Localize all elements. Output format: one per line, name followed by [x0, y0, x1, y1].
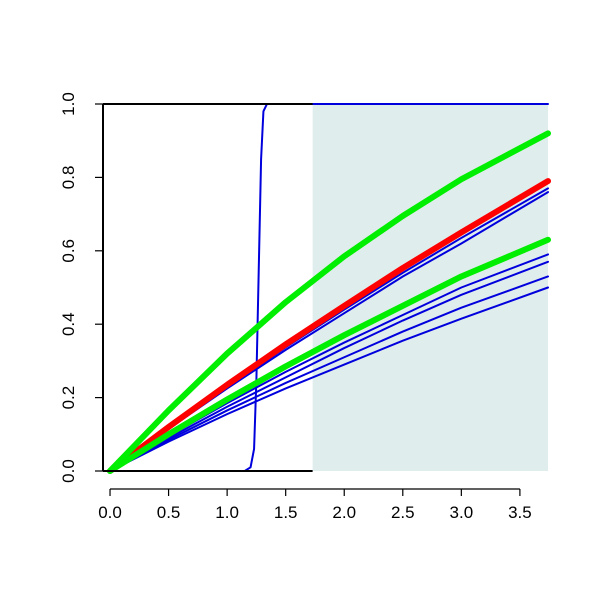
series-line-3	[109, 275, 549, 472]
series-line-4	[109, 260, 549, 472]
series-line-2	[109, 286, 549, 472]
tick-marks	[95, 103, 521, 496]
axes	[102, 103, 520, 490]
x-tick-label: 2.0	[332, 503, 356, 522]
y-tick-label: 0.6	[59, 239, 78, 263]
x-tick-label: 1.0	[215, 503, 239, 522]
plot-area	[312, 104, 548, 471]
x-tick-label: 3.5	[508, 503, 532, 522]
y-tick-label: 0.8	[59, 166, 78, 190]
y-tick-label: 0.4	[59, 312, 78, 336]
shaded-region	[312, 104, 548, 471]
series-line-9	[107, 236, 551, 474]
x-tick-label: 0.5	[157, 503, 181, 522]
series-line-10	[107, 130, 551, 474]
series-layer	[107, 103, 551, 474]
x-tick-label: 0.0	[98, 503, 122, 522]
tick-labels: 0.0 0.5 1.0 1.5 2.0 2.5 3.0 3.5 0.0 0.2 0.4 0.6 0.8 1…	[59, 92, 532, 522]
y-tick-label: 1.0	[59, 92, 78, 116]
y-tick-label: 0.0	[59, 459, 78, 483]
x-tick-label: 1.5	[274, 503, 298, 522]
x-tick-label: 2.5	[391, 503, 415, 522]
series-line-8	[107, 178, 551, 474]
x-tick-label: 3.0	[450, 503, 474, 522]
y-tick-label: 0.2	[59, 386, 78, 410]
